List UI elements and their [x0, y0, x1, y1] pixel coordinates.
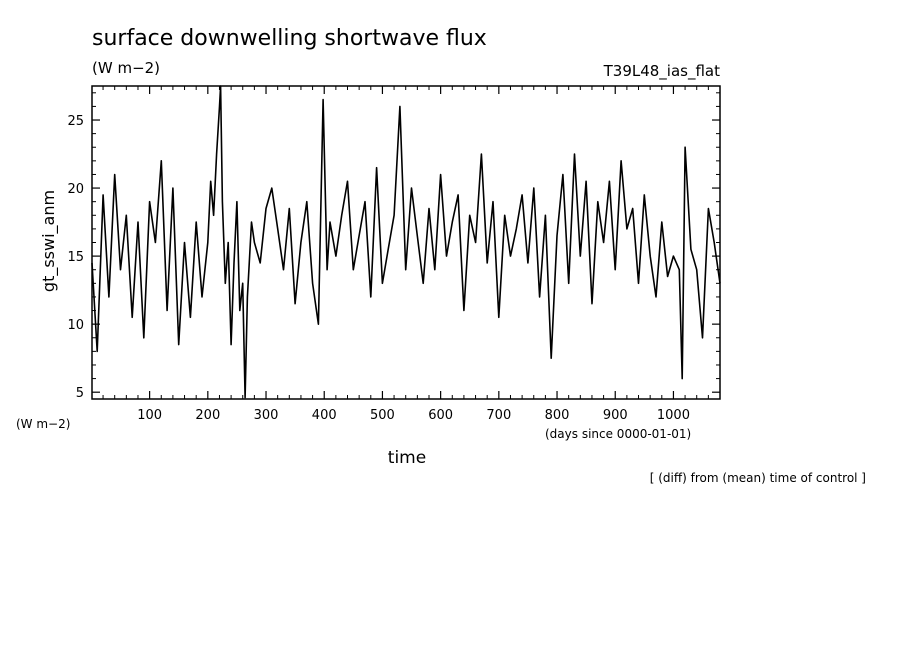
plot-frame [91, 85, 721, 400]
y-tick-label: 5 [76, 386, 84, 401]
y-axis: 5 10 15 20 25 [67, 92, 720, 401]
series-line [91, 85, 721, 399]
experiment-label: T39L48_ias_flat [603, 62, 721, 81]
x-tick-label: 600 [428, 408, 453, 423]
x-tick-label: 200 [195, 408, 220, 423]
chart-units-label: (W m−2) [92, 59, 160, 77]
y-tick-label: 25 [67, 114, 84, 129]
x-tick-label: 500 [370, 408, 395, 423]
x-axis: 100 200 300 400 500 600 700 800 900 1000 [102, 86, 709, 423]
y-tick-label: 15 [67, 250, 84, 265]
chart-title: surface downwelling shortwave flux [92, 26, 487, 51]
y-tick-label: 10 [67, 318, 84, 333]
footnote: [ (diff) from (mean) time of control ] [650, 471, 866, 485]
x-axis-label: time [388, 448, 426, 468]
x-units-label: (days since 0000-01-01) [545, 427, 691, 441]
y-tick-label: 20 [67, 182, 84, 197]
x-tick-label: 900 [603, 408, 628, 423]
y-axis-label: gt_sswi_anm [39, 190, 59, 292]
x-tick-label: 1000 [657, 408, 690, 423]
x-tick-label: 700 [486, 408, 511, 423]
y-units-label: (W m−2) [16, 417, 70, 431]
plot-area: 100 200 300 400 500 600 700 800 900 1000 5 10 15 20 2… [67, 85, 721, 423]
x-tick-label: 100 [137, 408, 162, 423]
x-tick-label: 800 [545, 408, 570, 423]
x-tick-label: 300 [254, 408, 279, 423]
x-tick-label: 400 [312, 408, 337, 423]
